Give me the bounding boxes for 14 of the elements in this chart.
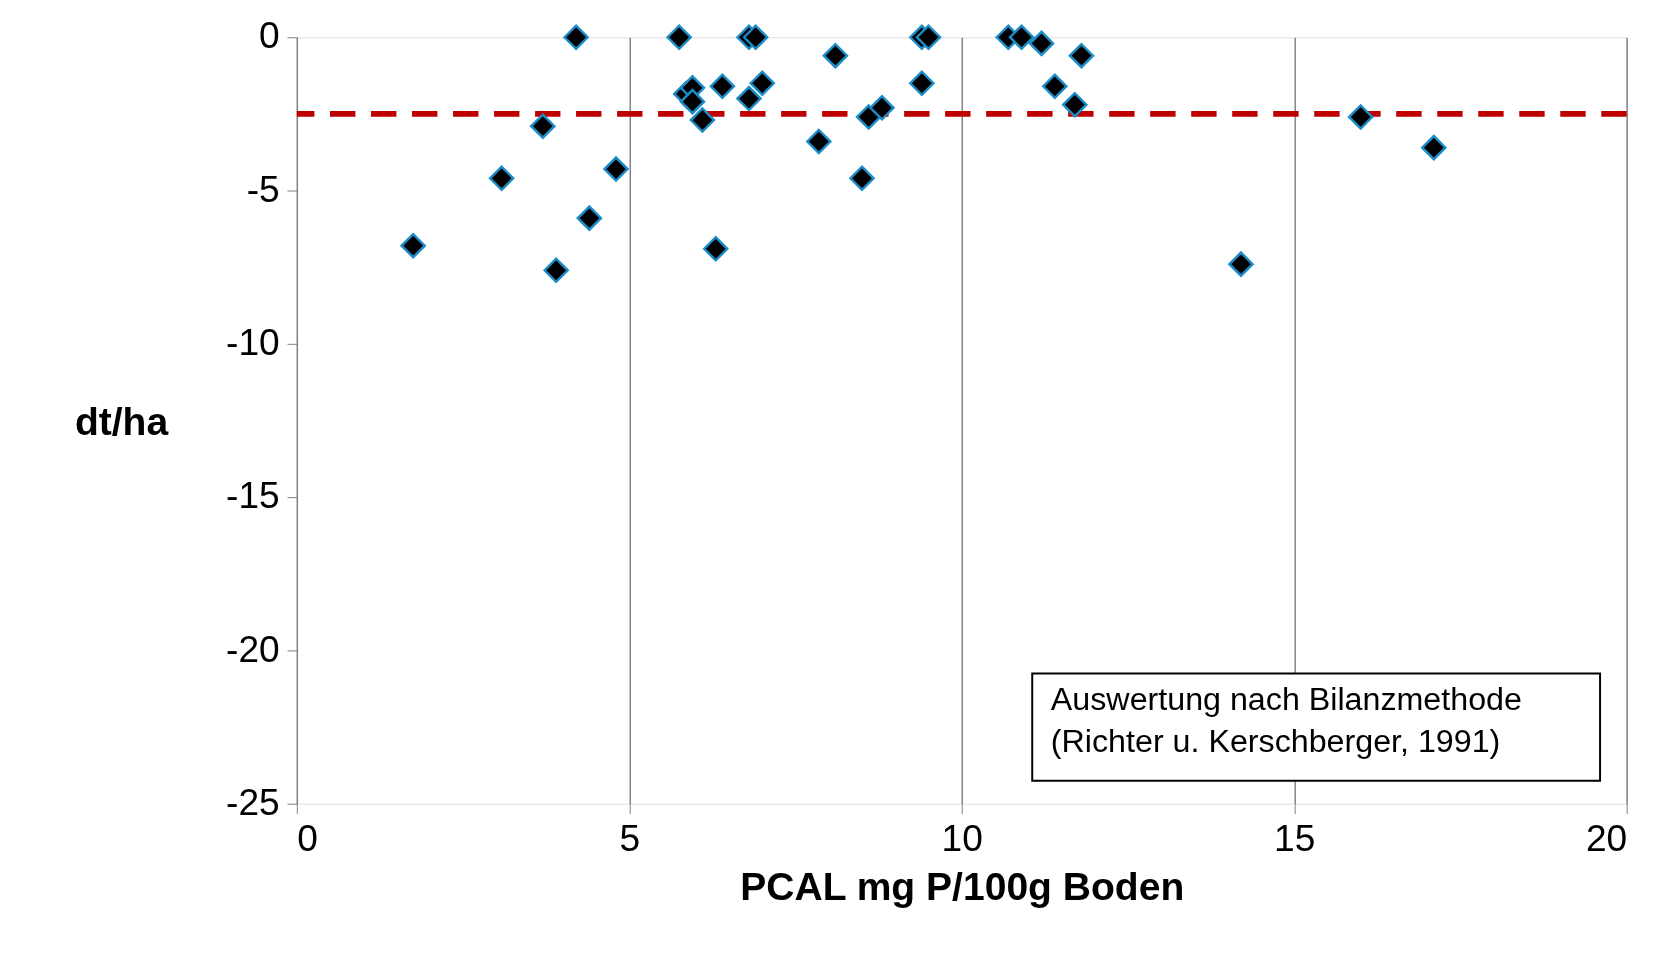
y-tick-label: -25 [226, 780, 280, 823]
x-axis-title: PCAL mg P/100g Boden [740, 864, 1185, 908]
y-tick-label: -10 [226, 321, 280, 364]
x-tick-label: 15 [1274, 817, 1316, 860]
y-axis-title: dt/ha [74, 400, 169, 444]
y-tick-label: 0 [259, 14, 280, 57]
x-tick-label: 20 [1585, 817, 1628, 860]
x-tick-label: 5 [619, 817, 641, 860]
annotation: Auswertung nach Bilanzmethode (Richter u. Kerschberger, 1991) [1050, 681, 1522, 760]
x-tick-label: 0 [297, 817, 318, 860]
x-tick-label: 10 [941, 817, 983, 860]
y-tick-label: -5 [246, 167, 280, 210]
y-tick-label: -20 [226, 627, 280, 670]
y-tick-label: -15 [226, 474, 280, 517]
